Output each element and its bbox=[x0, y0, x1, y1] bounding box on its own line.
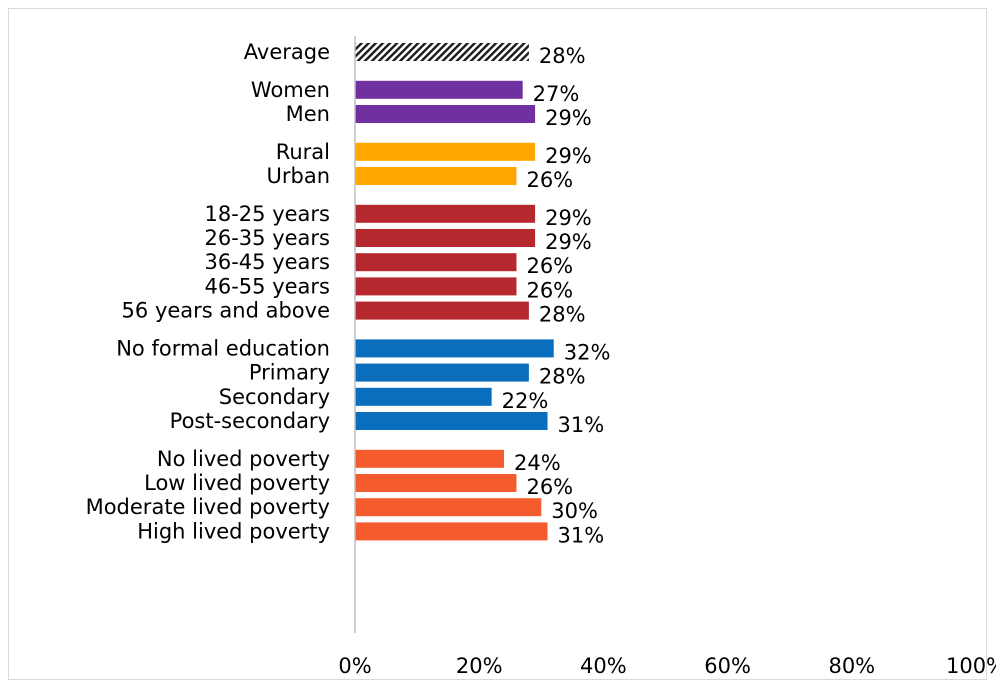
category-label-moderate-lived-poverty: Moderate lived poverty bbox=[86, 495, 330, 519]
x-tick-label: 80% bbox=[828, 654, 875, 678]
bar-men bbox=[355, 105, 536, 123]
bar-26-35-years bbox=[355, 229, 536, 247]
value-label-women: 27% bbox=[533, 82, 580, 106]
value-label-no-formal-education: 32% bbox=[564, 340, 611, 364]
category-label-26-35-years: 26-35 years bbox=[205, 226, 331, 250]
category-label-18-25-years: 18-25 years bbox=[205, 202, 331, 226]
bar-high-lived-poverty bbox=[355, 522, 548, 541]
bar-no-formal-education bbox=[355, 339, 554, 358]
category-label-men: Men bbox=[286, 102, 330, 126]
category-label-women: Women bbox=[251, 78, 330, 102]
bar-56-years-and-above bbox=[355, 301, 529, 320]
value-label-post-secondary: 31% bbox=[558, 413, 605, 437]
value-label-primary: 28% bbox=[539, 365, 586, 389]
category-label-no-lived-poverty: No lived poverty bbox=[157, 447, 330, 471]
category-label-primary: Primary bbox=[249, 361, 330, 385]
category-label-46-55-years: 46-55 years bbox=[205, 274, 331, 298]
x-tick-label: 0% bbox=[338, 654, 371, 678]
category-label-secondary: Secondary bbox=[219, 385, 330, 409]
x-tick-label: 40% bbox=[580, 654, 627, 678]
value-label-men: 29% bbox=[545, 106, 592, 130]
value-label-18-25-years: 29% bbox=[545, 206, 592, 230]
category-label-no-formal-education: No formal education bbox=[116, 336, 330, 360]
category-label-high-lived-poverty: High lived poverty bbox=[137, 519, 330, 543]
category-label-rural: Rural bbox=[276, 140, 330, 164]
bar-primary bbox=[355, 363, 529, 382]
x-tick-label: 100% bbox=[946, 654, 996, 678]
category-label-36-45-years: 36-45 years bbox=[205, 250, 331, 274]
bar-low-lived-poverty bbox=[355, 474, 517, 492]
bar-moderate-lived-poverty bbox=[355, 498, 542, 517]
category-label-56-years-and-above: 56 years and above bbox=[122, 299, 330, 323]
category-label-urban: Urban bbox=[266, 164, 330, 188]
bar-36-45-years bbox=[355, 253, 517, 272]
bar-layer: Average 28% Women 27% Men 29% Rural 29% Urban 26%… bbox=[86, 40, 611, 547]
bar-18-25-years bbox=[355, 204, 536, 223]
x-tick-label: 20% bbox=[456, 654, 503, 678]
bar-no-lived-poverty bbox=[355, 449, 505, 468]
category-label-post-secondary: Post-secondary bbox=[170, 409, 330, 433]
value-label-average: 28% bbox=[539, 44, 586, 68]
value-label-urban: 26% bbox=[526, 168, 573, 192]
value-label-56-years-and-above: 28% bbox=[539, 303, 586, 327]
bar-urban bbox=[355, 167, 517, 185]
category-label-average: Average bbox=[244, 40, 330, 64]
category-label-low-lived-poverty: Low lived poverty bbox=[144, 471, 330, 495]
value-label-no-lived-poverty: 24% bbox=[514, 451, 561, 475]
value-label-secondary: 22% bbox=[502, 389, 549, 413]
bar-rural bbox=[355, 142, 536, 161]
value-label-low-lived-poverty: 26% bbox=[526, 475, 573, 499]
value-label-moderate-lived-poverty: 30% bbox=[551, 499, 598, 523]
x-tick-label: 60% bbox=[704, 654, 751, 678]
bar-women bbox=[355, 80, 523, 99]
value-label-rural: 29% bbox=[545, 144, 592, 168]
bar-46-55-years bbox=[355, 277, 517, 296]
value-label-high-lived-poverty: 31% bbox=[558, 523, 605, 547]
bar-post-secondary bbox=[355, 412, 548, 430]
value-label-36-45-years: 26% bbox=[526, 254, 573, 278]
value-label-26-35-years: 29% bbox=[545, 230, 592, 254]
bar-secondary bbox=[355, 387, 492, 406]
bar-average bbox=[355, 43, 529, 61]
value-label-46-55-years: 26% bbox=[526, 278, 573, 302]
tick-layer: 0% 20% 40% 60% 80% 100% bbox=[338, 654, 996, 678]
